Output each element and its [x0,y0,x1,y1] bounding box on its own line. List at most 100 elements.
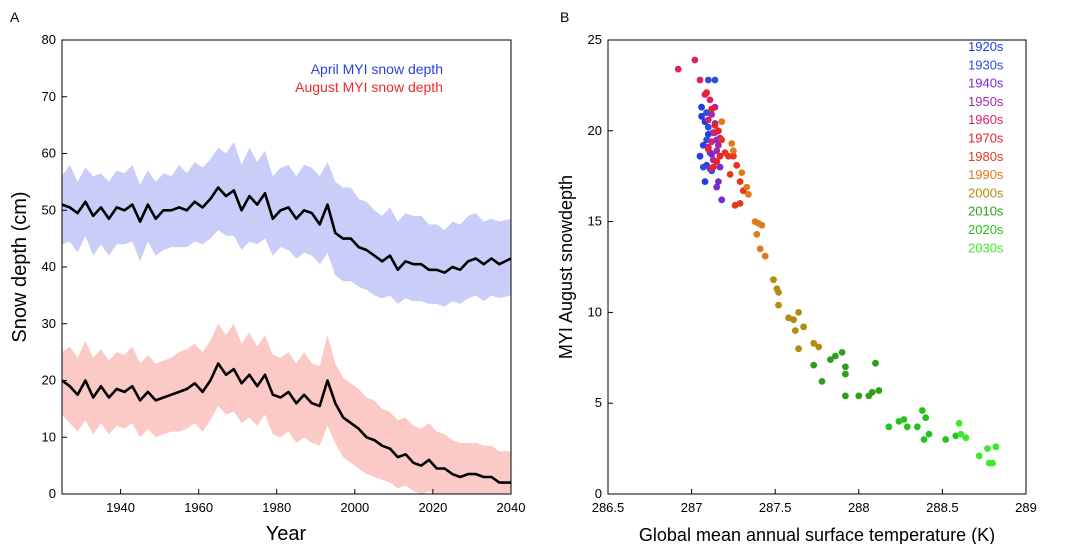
scatter-point-2010s [872,359,879,367]
scatter-point-2020s [920,436,928,443]
scatter-point-1990s [728,140,736,147]
scatter-point-2010s [868,388,876,396]
scatter-point-2010s [842,363,849,371]
scatter-point-1940s [718,196,726,204]
y-tick-label: 5 [595,395,602,410]
scatter-point-2030s [989,459,996,467]
legend-1950s: 1950s [968,94,1004,109]
scatter-point-2010s [827,356,834,363]
scatter-point-2010s [875,387,883,394]
scatter-point-1970s [715,127,722,135]
scatter-point-1990s [738,169,746,177]
panel-b-frame [607,39,1027,495]
y-tick-label: 30 [42,316,56,331]
scatter-point-2000s [795,309,802,316]
x-tick-label: 288 [848,500,870,515]
scatter-point-1930s [699,163,707,171]
scatter-point-1940s [716,163,724,171]
scatter-point-1960s [708,138,716,146]
scatter-point-1960s [696,76,704,84]
legend-august: August MYI snow depth [295,79,443,95]
scatter-point-2010s [818,378,826,385]
legend-april: April MYI snow depth [311,61,443,77]
panel-a-y-ticks: 0 10 20 30 40 50 60 70 80 [42,32,67,501]
scatter-point-2020s [918,407,926,414]
y-tick-label: 25 [588,32,602,47]
scatter-point-1960s [704,116,712,124]
scatter-point-1990s [761,252,769,260]
scatter-point-1980s [733,161,741,169]
panel-b-x-ticks: 286.5 287 287.5 288 288.5 289 [592,489,1037,515]
scatter-point-2020s [885,423,893,431]
panel-a-y-axis-label: Snow depth (cm) [9,191,31,342]
scatter-point-1990s [730,147,737,155]
y-tick-label: 0 [49,486,56,501]
panel-b-y-axis-label: MYI August snowdepth [556,175,576,359]
scatter-point-2000s [770,276,777,284]
scatter-point-1920s [698,112,705,120]
scatter-point-1990s [718,118,726,126]
scatter-point-1980s [736,200,744,207]
scatter-point-2010s [842,370,849,378]
scatter-point-2020s [913,423,921,431]
panel-b-points [674,56,1000,467]
x-tick-label: 289 [1015,500,1037,515]
scatter-point-1980s [726,171,734,178]
scatter-point-1970s [704,145,712,153]
legend-2000s: 2000s [968,185,1004,200]
x-tick-label: 288.5 [926,500,959,515]
scatter-point-1940s [708,151,716,158]
legend-1930s: 1930s [968,57,1004,72]
x-tick-label: 287.5 [759,500,792,515]
scatter-point-2010s [855,392,863,400]
x-tick-label: 287 [681,500,703,515]
scatter-point-1990s [745,191,752,198]
scatter-point-1980s [718,136,726,144]
y-tick-label: 60 [42,146,56,161]
scatter-point-2020s [942,436,950,443]
scatter-point-2030s [975,452,983,460]
x-tick-label: 1940 [106,500,135,515]
y-tick-label: 20 [42,373,56,388]
scatter-point-1930s [704,76,712,84]
scatter-point-1950s [708,111,716,118]
legend-2020s: 2020s [968,222,1004,237]
x-tick-label: 2000 [340,500,369,515]
y-tick-label: 70 [42,89,56,104]
band-series-1 [62,323,511,494]
panel-a-bands [62,142,511,494]
legend-1970s: 1970s [968,131,1004,146]
scatter-point-2000s [800,323,807,331]
panel-b-x-axis-label: Global mean annual surface temperature (… [639,525,995,544]
scatter-point-2030s [955,419,963,427]
scatter-point-1990s [753,230,761,238]
scatter-point-1950s [713,147,721,155]
panel-a-label: A [10,9,20,25]
legend-1980s: 1980s [968,149,1004,164]
band-series-0 [62,142,511,307]
scatter-point-1970s [708,105,716,113]
panel-b-label: B [560,9,569,25]
line-series-1 [61,362,511,484]
x-tick-label: 286.5 [592,500,625,515]
scatter-point-1990s [758,221,766,229]
legend-2030s: 2030s [968,240,1004,255]
legend-1990s: 1990s [968,167,1004,182]
scatter-point-2000s [773,285,781,293]
scatter-point-2000s [810,339,818,347]
y-tick-label: 20 [588,123,602,138]
scatter-point-1940s [715,178,722,186]
scatter-point-1980s [736,178,744,186]
scatter-point-1920s [701,178,709,186]
scatter-point-2030s [992,443,1000,451]
panel-a-chart: 1940 1960 1980 2000 2020 2040 0 10 20 30 40 50 60 70… [9,32,525,544]
scatter-point-1970s [713,158,721,166]
x-tick-label: 2020 [418,500,447,515]
y-tick-label: 10 [588,304,602,319]
scatter-point-2030s [984,445,991,452]
scatter-point-1930s [704,123,712,131]
legend-2010s: 2010s [968,204,1004,219]
scatter-point-2000s [775,301,782,309]
scatter-point-2010s [838,349,846,356]
